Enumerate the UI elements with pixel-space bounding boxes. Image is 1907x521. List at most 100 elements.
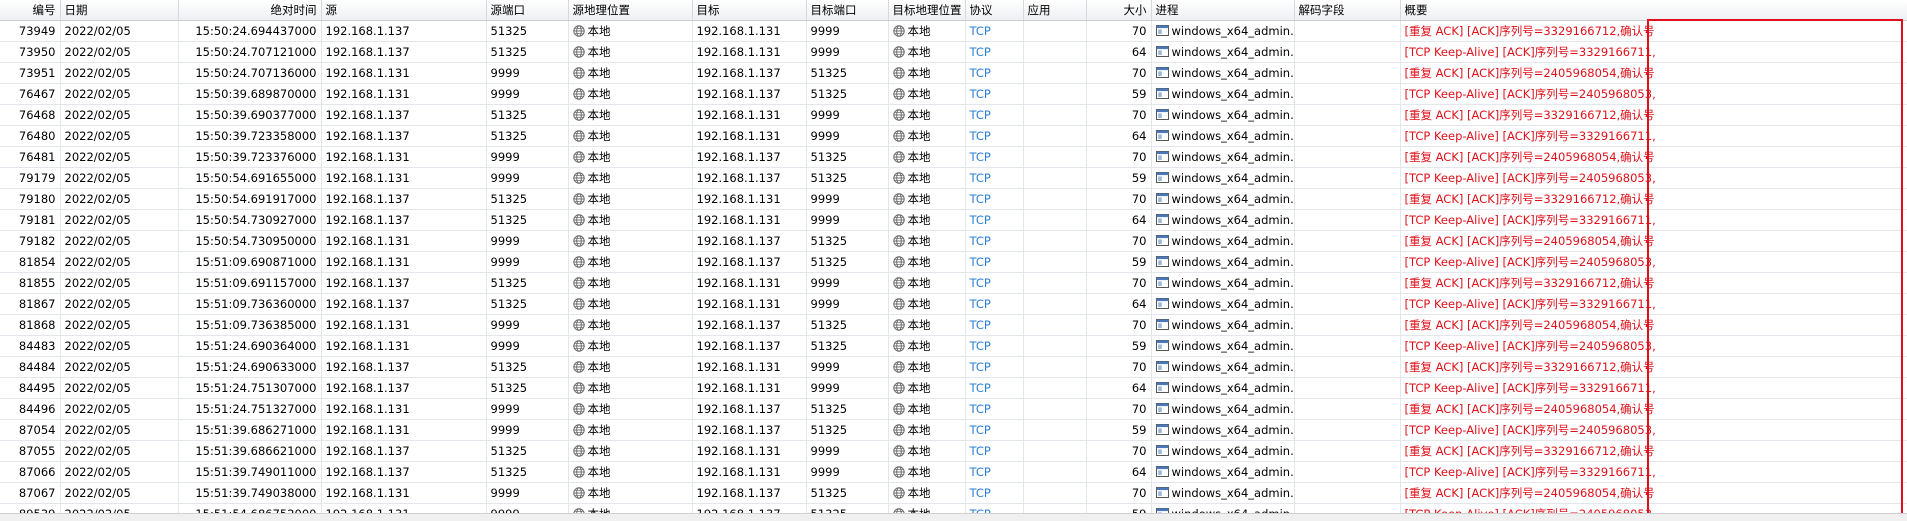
- cell-source-geo: 本地: [568, 146, 693, 168]
- column-header-time[interactable]: 绝对时间: [178, 0, 322, 21]
- table-row[interactable]: 76468 2022/02/05 15:50:39.690377000 192.168…: [0, 104, 1907, 126]
- cell-id: 76481: [0, 146, 61, 168]
- cell-application: [1023, 377, 1087, 399]
- cell-time: 15:50:39.690377000: [178, 104, 322, 126]
- table-row[interactable]: 84496 2022/02/05 15:51:24.751327000 192.168…: [0, 398, 1907, 420]
- cell-decode: [1294, 251, 1401, 273]
- table-row[interactable]: 76480 2022/02/05 15:50:39.723358000 192.168…: [0, 125, 1907, 147]
- table-row[interactable]: 81868 2022/02/05 15:51:09.736385000 192.168…: [0, 314, 1907, 336]
- globe-icon: [572, 212, 585, 226]
- column-header-destination-port[interactable]: 目标端口: [806, 0, 889, 21]
- cell-protocol: TCP: [965, 251, 1024, 273]
- cell-process-label: windows_x64_admin.ex...: [1171, 24, 1294, 38]
- column-header-size[interactable]: 大小: [1086, 0, 1152, 21]
- column-header-destination-geo[interactable]: 目标地理位置: [888, 0, 966, 21]
- cell-source-geo: 本地: [568, 314, 693, 336]
- globe-icon: [892, 359, 905, 373]
- column-header-application[interactable]: 应用: [1023, 0, 1087, 21]
- cell-time: 15:51:39.686621000: [178, 440, 322, 462]
- globe-icon: [572, 44, 585, 58]
- cell-source: 192.168.1.137: [321, 41, 487, 63]
- cell-summary: [TCP Keep-Alive] [ACK]序列号=3329166711,: [1400, 209, 1907, 231]
- table-row[interactable]: 84483 2022/02/05 15:51:24.690364000 192.168…: [0, 335, 1907, 357]
- cell-destination: 192.168.1.131: [692, 41, 807, 63]
- table-row[interactable]: 76481 2022/02/05 15:50:39.723376000 192.168…: [0, 146, 1907, 168]
- cell-source-geo: 本地: [568, 62, 693, 84]
- cell-process: windows_x64_admin.ex...: [1151, 104, 1295, 126]
- cell-decode: [1294, 230, 1401, 252]
- cell-source-geo-label: 本地: [587, 45, 611, 59]
- cell-source-geo-label: 本地: [587, 339, 611, 353]
- cell-destination-geo-label: 本地: [907, 255, 931, 269]
- cell-process-label: windows_x64_admin.ex...: [1171, 444, 1294, 458]
- column-header-destination[interactable]: 目标: [692, 0, 807, 21]
- cell-application: [1023, 251, 1087, 273]
- cell-date: 2022/02/05: [60, 104, 179, 126]
- cell-process-label: windows_x64_admin.ex...: [1171, 234, 1294, 248]
- cell-process-label: windows_x64_admin.ex...: [1171, 402, 1294, 416]
- table-row[interactable]: 81854 2022/02/05 15:51:09.690871000 192.168…: [0, 251, 1907, 273]
- table-row[interactable]: 87067 2022/02/05 15:51:39.749038000 192.168…: [0, 482, 1907, 504]
- cell-source-geo-label: 本地: [587, 171, 611, 185]
- cell-source-geo-label: 本地: [587, 108, 611, 122]
- table-row[interactable]: 73950 2022/02/05 15:50:24.707121000 192.168…: [0, 41, 1907, 63]
- cell-source-geo-label: 本地: [587, 24, 611, 38]
- column-header-decode[interactable]: 解码字段: [1294, 0, 1401, 21]
- cell-size: 70: [1086, 146, 1152, 168]
- cell-source-geo: 本地: [568, 440, 693, 462]
- column-header-source[interactable]: 源: [321, 0, 487, 21]
- cell-destination-geo: 本地: [888, 335, 966, 357]
- table-row[interactable]: 87055 2022/02/05 15:51:39.686621000 192.168…: [0, 440, 1907, 462]
- cell-destination: 192.168.1.131: [692, 209, 807, 231]
- cell-destination-port: 9999: [806, 293, 889, 315]
- cell-decode: [1294, 482, 1401, 504]
- cell-source-geo: 本地: [568, 419, 693, 441]
- cell-process: windows_x64_admin.ex...: [1151, 62, 1295, 84]
- cell-destination-port: 9999: [806, 41, 889, 63]
- cell-destination-geo-label: 本地: [907, 402, 931, 416]
- cell-summary: [重复 ACK] [ACK]序列号=2405968054,确认号: [1400, 62, 1907, 84]
- table-row[interactable]: 84484 2022/02/05 15:51:24.690633000 192.168…: [0, 356, 1907, 378]
- cell-source-geo: 本地: [568, 167, 693, 189]
- table-row[interactable]: 76467 2022/02/05 15:50:39.689870000 192.168…: [0, 83, 1907, 105]
- table-row[interactable]: 87054 2022/02/05 15:51:39.686271000 192.168…: [0, 419, 1907, 441]
- table-row[interactable]: 87066 2022/02/05 15:51:39.749011000 192.168…: [0, 461, 1907, 483]
- table-row[interactable]: 73949 2022/02/05 15:50:24.694437000 192.168…: [0, 20, 1907, 42]
- cell-destination-geo-label: 本地: [907, 486, 931, 500]
- column-header-protocol[interactable]: 协议: [965, 0, 1024, 21]
- column-header-source-port[interactable]: 源端口: [486, 0, 569, 21]
- cell-destination-geo-label: 本地: [907, 129, 931, 143]
- globe-icon: [892, 443, 905, 457]
- cell-source-port: 9999: [486, 482, 569, 504]
- table-row[interactable]: 81867 2022/02/05 15:51:09.736360000 192.168…: [0, 293, 1907, 315]
- cell-summary: [重复 ACK] [ACK]序列号=2405968054,确认号: [1400, 314, 1907, 336]
- cell-source-geo-label: 本地: [587, 150, 611, 164]
- cell-application: [1023, 440, 1087, 462]
- cell-destination-port: 9999: [806, 20, 889, 42]
- cell-application: [1023, 104, 1087, 126]
- column-header-date[interactable]: 日期: [60, 0, 179, 21]
- globe-icon: [572, 254, 585, 268]
- table-row[interactable]: 81855 2022/02/05 15:51:09.691157000 192.168…: [0, 272, 1907, 294]
- cell-destination-port: 51325: [806, 314, 889, 336]
- cell-size: 59: [1086, 251, 1152, 273]
- cell-source: 192.168.1.131: [321, 167, 487, 189]
- column-header-id[interactable]: 编号: [0, 0, 61, 21]
- table-row[interactable]: 79180 2022/02/05 15:50:54.691917000 192.168…: [0, 188, 1907, 210]
- table-row[interactable]: 79182 2022/02/05 15:50:54.730950000 192.168…: [0, 230, 1907, 252]
- cell-destination-port: 9999: [806, 272, 889, 294]
- column-header-process[interactable]: 进程: [1151, 0, 1295, 21]
- table-row[interactable]: 84495 2022/02/05 15:51:24.751307000 192.168…: [0, 377, 1907, 399]
- table-row[interactable]: 79179 2022/02/05 15:50:54.691655000 192.168…: [0, 167, 1907, 189]
- table-row[interactable]: 73951 2022/02/05 15:50:24.707136000 192.168…: [0, 62, 1907, 84]
- cell-source-port: 51325: [486, 209, 569, 231]
- cell-source: 192.168.1.131: [321, 419, 487, 441]
- cell-source-geo-label: 本地: [587, 213, 611, 227]
- column-header-summary[interactable]: 概要: [1400, 0, 1907, 21]
- cell-process-label: windows_x64_admin.ex...: [1171, 276, 1294, 290]
- column-header-source-geo[interactable]: 源地理位置: [568, 0, 693, 21]
- table-row[interactable]: 79181 2022/02/05 15:50:54.730927000 192.168…: [0, 209, 1907, 231]
- window-icon: [1155, 148, 1169, 162]
- horizontal-scrollbar[interactable]: [0, 513, 1907, 521]
- cell-destination-geo: 本地: [888, 209, 966, 231]
